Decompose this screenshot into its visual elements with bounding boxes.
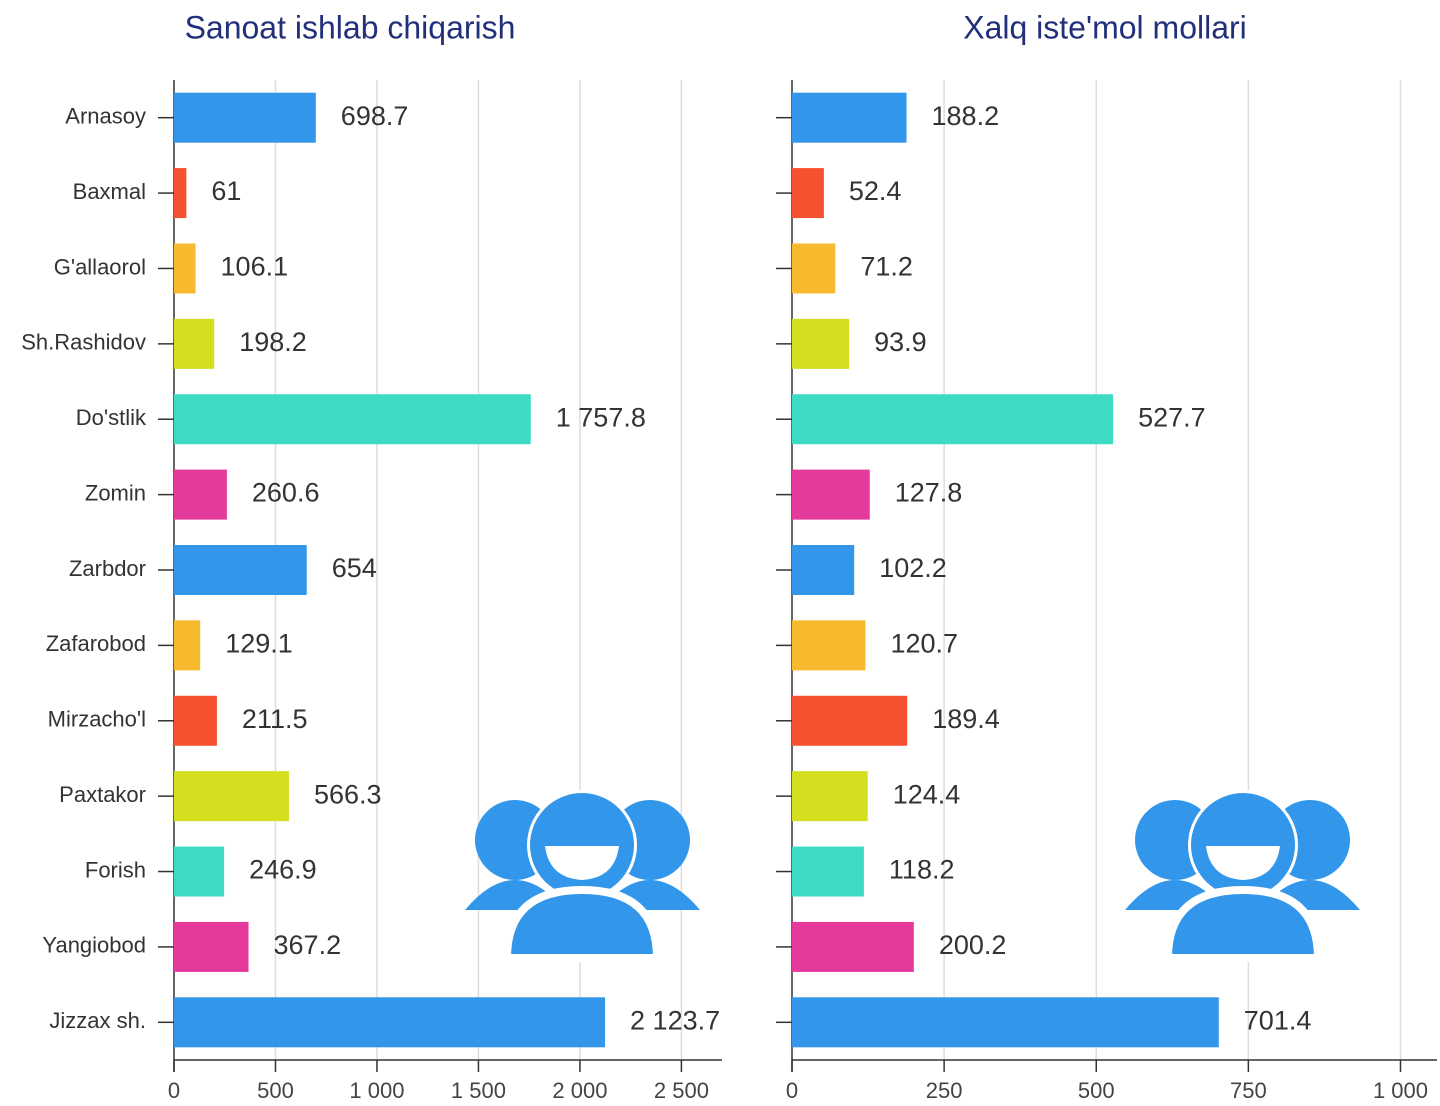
bar xyxy=(174,771,289,822)
y-tick-label: Zarbdor xyxy=(69,556,146,581)
x-tick-label: 2 500 xyxy=(654,1078,709,1103)
y-tick-label: G'allaorol xyxy=(54,254,146,279)
bar xyxy=(174,846,225,897)
value-label: 527.7 xyxy=(1138,402,1206,432)
bar xyxy=(174,469,227,520)
y-tick-label: Paxtakor xyxy=(59,782,146,807)
value-label: 1 757.8 xyxy=(556,402,646,432)
bar xyxy=(174,620,201,671)
value-label: 127.8 xyxy=(895,478,963,508)
value-label: 198.2 xyxy=(239,327,307,357)
chart-title: Xalq iste'mol mollari xyxy=(963,9,1247,45)
x-tick-label: 1 000 xyxy=(349,1078,404,1103)
y-tick-label: Baxmal xyxy=(73,179,146,204)
y-tick-label: Do'stlik xyxy=(76,405,147,430)
bar xyxy=(792,92,907,143)
x-tick-label: 0 xyxy=(786,1078,798,1103)
bar xyxy=(792,469,870,520)
bar xyxy=(174,92,316,143)
x-tick-label: 0 xyxy=(168,1078,180,1103)
value-label: 120.7 xyxy=(890,629,958,659)
y-tick-label: Zafarobod xyxy=(46,631,146,656)
x-tick-label: 1 500 xyxy=(451,1078,506,1103)
x-tick-label: 2 000 xyxy=(552,1078,607,1103)
value-label: 367.2 xyxy=(274,930,342,960)
bar xyxy=(792,318,850,369)
bar xyxy=(792,997,1219,1048)
bar xyxy=(174,168,187,219)
x-tick-label: 500 xyxy=(1078,1078,1115,1103)
value-label: 200.2 xyxy=(939,930,1007,960)
y-tick-label: Sh.Rashidov xyxy=(21,330,146,355)
bar xyxy=(792,921,914,972)
value-label: 654 xyxy=(332,553,377,583)
bar xyxy=(174,545,307,595)
value-label: 188.2 xyxy=(932,101,1000,131)
x-tick-label: 500 xyxy=(257,1078,294,1103)
value-label: 102.2 xyxy=(879,553,947,583)
y-tick-label: Mirzacho'l xyxy=(48,707,146,732)
bar xyxy=(792,243,836,294)
y-tick-label: Forish xyxy=(85,857,146,882)
y-tick-label: Yangiobod xyxy=(42,933,146,958)
bar xyxy=(792,394,1114,445)
value-label: 189.4 xyxy=(932,704,1000,734)
y-tick-label: Zomin xyxy=(85,480,146,505)
bar xyxy=(174,921,249,972)
value-label: 118.2 xyxy=(889,855,955,885)
value-label: 701.4 xyxy=(1244,1005,1312,1035)
value-label: 2 123.7 xyxy=(630,1005,720,1035)
value-label: 93.9 xyxy=(874,327,927,357)
value-label: 246.9 xyxy=(249,855,317,885)
x-tick-label: 750 xyxy=(1230,1078,1267,1103)
bar xyxy=(174,318,215,369)
people-icon xyxy=(465,790,1360,962)
value-label: 52.4 xyxy=(849,176,902,206)
bar xyxy=(174,695,217,746)
bar xyxy=(792,545,855,595)
bar xyxy=(792,771,868,822)
value-label: 124.4 xyxy=(893,779,961,809)
bar xyxy=(792,168,824,219)
value-label: 129.1 xyxy=(225,629,293,659)
value-label: 260.6 xyxy=(252,478,320,508)
value-label: 106.1 xyxy=(221,252,289,282)
y-tick-label: Arnasoy xyxy=(65,104,146,129)
bar xyxy=(792,620,866,671)
value-label: 61 xyxy=(211,176,241,206)
bar xyxy=(174,243,196,294)
x-tick-label: 250 xyxy=(926,1078,963,1103)
bar xyxy=(792,846,864,897)
x-tick-label: 1 000 xyxy=(1373,1078,1428,1103)
bar xyxy=(792,695,908,746)
value-label: 566.3 xyxy=(314,779,382,809)
value-label: 211.5 xyxy=(242,704,308,734)
value-label: 698.7 xyxy=(341,101,409,131)
chart-title: Sanoat ishlab chiqarish xyxy=(185,9,516,45)
y-tick-label: Jizzax sh. xyxy=(49,1008,146,1033)
value-label: 71.2 xyxy=(860,252,913,282)
bar xyxy=(174,997,606,1048)
bar xyxy=(174,394,531,445)
